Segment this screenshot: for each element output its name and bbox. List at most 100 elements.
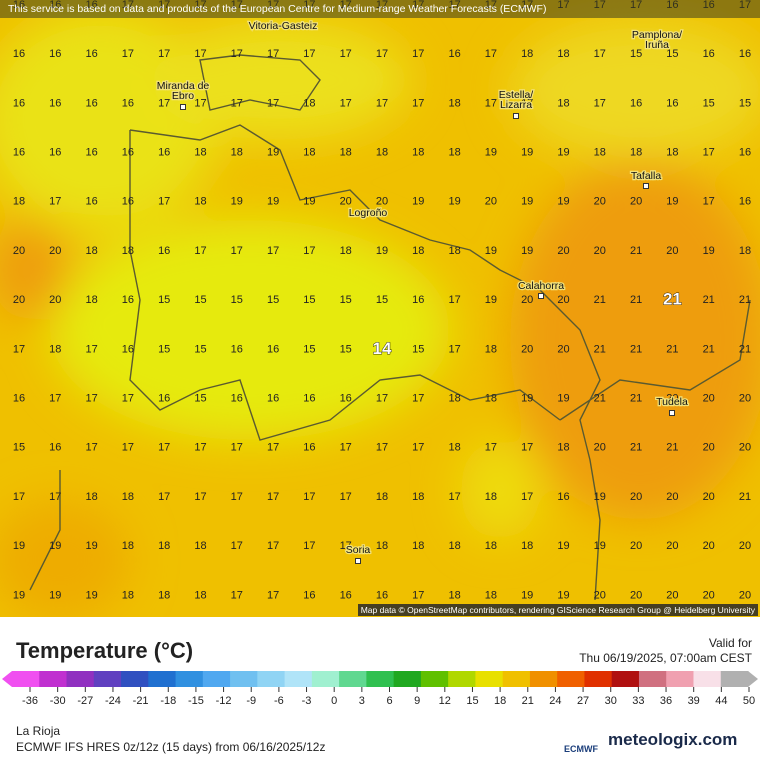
temperature-value: 17 xyxy=(194,245,206,257)
temperature-value: 20 xyxy=(703,491,715,503)
city-marker xyxy=(669,410,675,416)
notice: This service is based on data and produc… xyxy=(0,0,760,18)
temperature-value: 16 xyxy=(85,97,97,109)
temperature-value: 16 xyxy=(85,147,97,159)
temperature-value: 19 xyxy=(448,196,460,208)
temperature-value: 20 xyxy=(666,589,678,601)
temperature-value: 17 xyxy=(158,97,170,109)
temperature-value: 20 xyxy=(666,491,678,503)
temperature-value: 17 xyxy=(231,540,243,552)
temperature-value: 20 xyxy=(666,393,678,405)
temperature-value: 17 xyxy=(231,589,243,601)
temperature-value: 17 xyxy=(412,97,424,109)
temperature-value: 18 xyxy=(194,540,206,552)
legend-title: Temperature (°C) xyxy=(16,638,194,663)
temperature-value: 15 xyxy=(231,294,243,306)
temperature-value: 17 xyxy=(13,343,25,355)
temperature-value: 18 xyxy=(158,589,170,601)
temperature-value: 17 xyxy=(267,442,279,454)
temperature-value: 18 xyxy=(485,589,497,601)
temperature-value: 16 xyxy=(13,393,25,405)
temperature-value: 17 xyxy=(521,97,533,109)
city-label: Calahorra xyxy=(518,280,564,292)
legend-tick-label: -12 xyxy=(216,695,232,707)
temperature-value: 20 xyxy=(703,589,715,601)
temperature-value: 16 xyxy=(376,589,388,601)
legend-tick-label: -6 xyxy=(274,695,284,707)
temperature-value: 17 xyxy=(340,48,352,60)
temperature-value: 19 xyxy=(412,196,424,208)
temperature-value: 17 xyxy=(594,97,606,109)
temperature-value: 16 xyxy=(303,589,315,601)
legend-swatch xyxy=(666,671,694,687)
temperature-value: 18 xyxy=(448,97,460,109)
temperature-value: 19 xyxy=(376,245,388,257)
temperature-value: 17 xyxy=(412,442,424,454)
temperature-value: 15 xyxy=(194,294,206,306)
valid-label: Valid for xyxy=(708,636,752,650)
brand[interactable]: meteologix.com xyxy=(608,730,738,749)
temperature-value: 16 xyxy=(267,393,279,405)
temperature-value: 16 xyxy=(340,393,352,405)
temperature-value: 20 xyxy=(49,294,61,306)
legend-tick-label: -24 xyxy=(105,695,121,707)
temperature-value: 17 xyxy=(231,442,243,454)
legend-swatch xyxy=(584,671,613,687)
city-label: Tudela xyxy=(656,396,688,408)
temperature-value: 19 xyxy=(594,540,606,552)
temperature-value: 17 xyxy=(340,491,352,503)
legend-tick-label: 21 xyxy=(522,695,534,707)
temperature-value: 15 xyxy=(340,343,352,355)
legend-swatch xyxy=(175,671,204,687)
temperature-value: 16 xyxy=(13,48,25,60)
temperature-value: 17 xyxy=(158,196,170,208)
temperature-value: 18 xyxy=(448,393,460,405)
temperature-value: 16 xyxy=(267,343,279,355)
temperature-value: 18 xyxy=(376,540,388,552)
temperature-value: 19 xyxy=(521,147,533,159)
temperature-value: 17 xyxy=(158,442,170,454)
temperature-value: 16 xyxy=(122,294,134,306)
temperature-value: 20 xyxy=(13,245,25,257)
temperature-value: 17 xyxy=(448,491,460,503)
temperature-value: 17 xyxy=(158,491,170,503)
temperature-value: 16 xyxy=(122,196,134,208)
temperature-value: 20 xyxy=(739,589,751,601)
temperature-value: 16 xyxy=(49,48,61,60)
temperature-value: 17 xyxy=(376,393,388,405)
temperature-value: 16 xyxy=(340,589,352,601)
temperature-value: 18 xyxy=(485,491,497,503)
temperature-value: 18 xyxy=(194,196,206,208)
temperature-value: 19 xyxy=(485,245,497,257)
temperature-value: 18 xyxy=(303,97,315,109)
legend-tick-label: 15 xyxy=(466,695,478,707)
city-label: Pamplona/Iruña xyxy=(632,29,682,51)
temperature-value: 20 xyxy=(594,589,606,601)
legend-swatch xyxy=(448,671,476,687)
legend-swatch xyxy=(638,671,667,687)
legend-swatch xyxy=(202,671,231,687)
legend-tick-label: -3 xyxy=(302,695,312,707)
temperature-value: 21 xyxy=(739,491,751,503)
map: 16 16 16 17 17 17 17 17 17 17 17 17 17 17 17 17 17 17 16 16… xyxy=(0,0,760,617)
legend-tick-label: 6 xyxy=(386,695,392,707)
temperature-value: 19 xyxy=(557,196,569,208)
temperature-value: 15 xyxy=(412,343,424,355)
temperature-value: 16 xyxy=(158,393,170,405)
temperature-value: 20 xyxy=(13,294,25,306)
temperature-value: 19 xyxy=(703,245,715,257)
temperature-value: 16 xyxy=(412,294,424,306)
temperature-value: 15 xyxy=(158,294,170,306)
valid-time: Thu 06/19/2025, 07:00am CEST xyxy=(579,651,752,665)
temperature-value: 18 xyxy=(739,245,751,257)
temperature-value: 16 xyxy=(158,245,170,257)
temperature-value: 16 xyxy=(630,97,642,109)
temperature-value: 17 xyxy=(231,97,243,109)
legend-tick-label: -30 xyxy=(50,695,66,707)
cities: Vitoria-Gasteiz Miranda de Ebro Estella/Liz… xyxy=(155,19,689,564)
legend-swatch xyxy=(611,671,640,687)
temperature-value: 15 xyxy=(267,294,279,306)
temperature-value: 20 xyxy=(557,245,569,257)
temperature-value: 20 xyxy=(630,540,642,552)
